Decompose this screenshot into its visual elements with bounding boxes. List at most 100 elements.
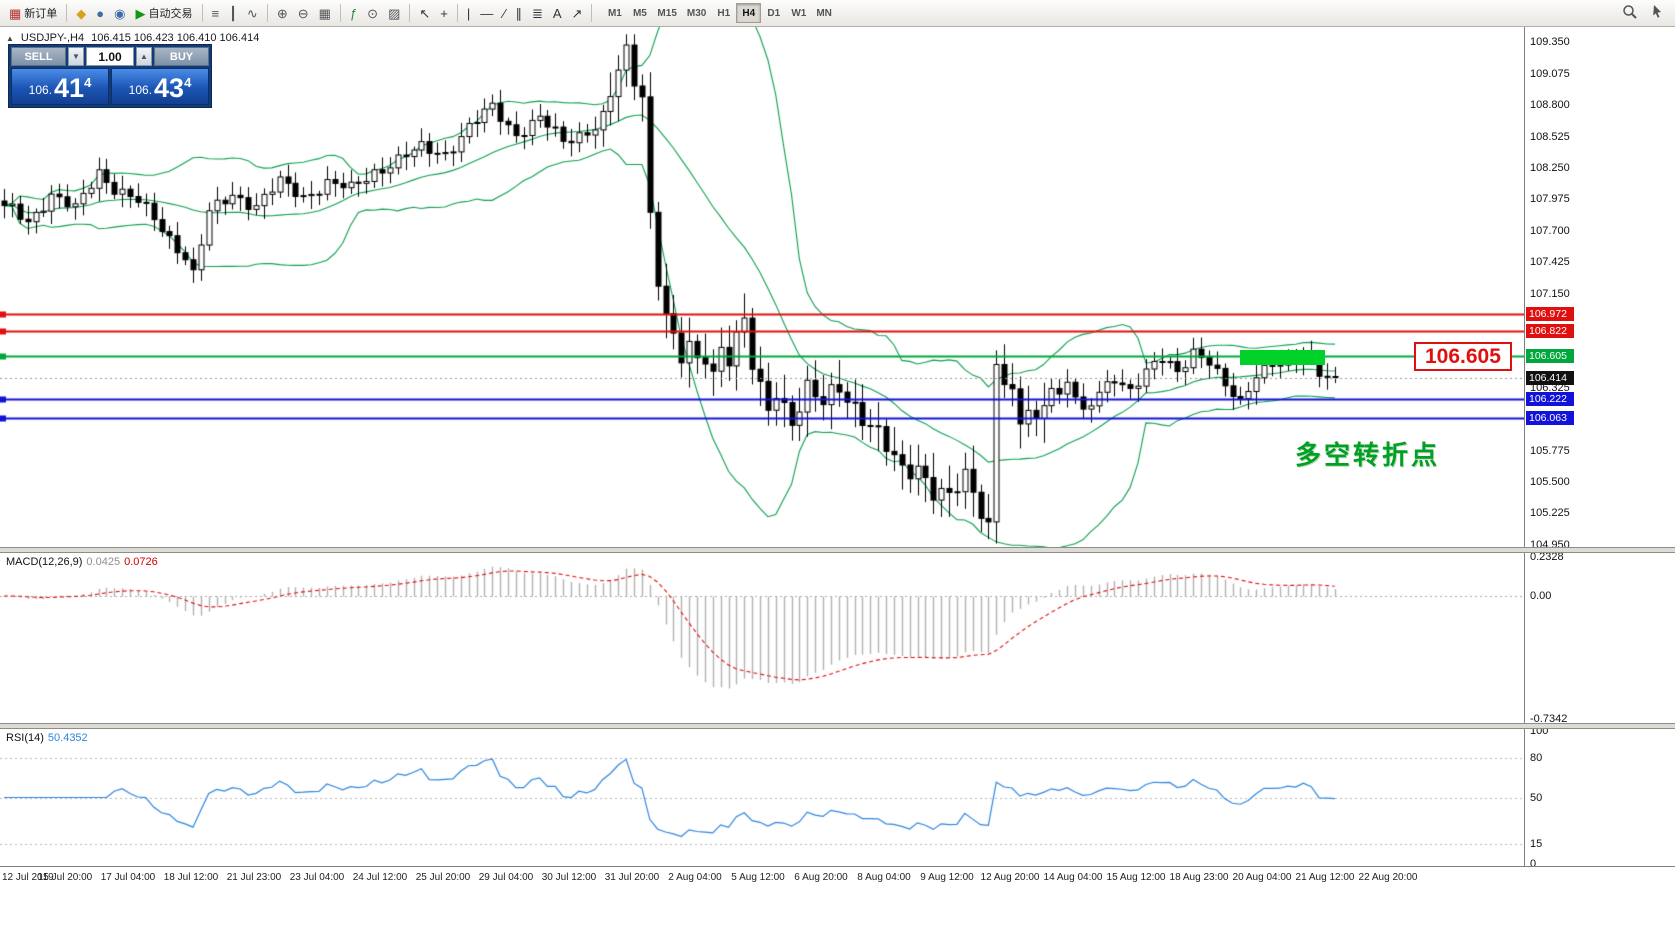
periods-button[interactable]: ⊙ (362, 2, 383, 24)
timeframe-d1-button[interactable]: D1 (761, 3, 786, 23)
buy-price-prefix: 106. (128, 83, 153, 97)
new-order-button-label: 新订单 (24, 8, 58, 20)
timeframe-h1-button[interactable]: H1 (711, 3, 736, 23)
toolbar-separator (66, 4, 68, 22)
rsi-axis-label: 80 (1530, 751, 1543, 764)
new-order-icon: ▦ (9, 5, 22, 21)
indicators-button[interactable]: ƒ (345, 2, 362, 24)
horizontal-line-icon: ― (480, 5, 494, 21)
pointer-icon (1650, 4, 1666, 23)
navigator-button[interactable]: ● (91, 2, 109, 24)
vertical-line-button[interactable]: | (462, 2, 475, 24)
text-button[interactable]: A (548, 2, 567, 24)
timeframe-m5-button[interactable]: M5 (627, 3, 652, 23)
price-tag: 106.414 (1526, 370, 1574, 385)
price-axis-label: 107.975 (1530, 193, 1570, 206)
time-axis-label: 23 Jul 04:00 (289, 872, 345, 883)
price-axis[interactable]: 109.350 109.075 108.800 108.525 108.250 107.9… (1524, 27, 1675, 892)
buy-price-display[interactable]: 106. 43 4 (111, 68, 209, 105)
horizontal-line-button[interactable]: ― (475, 2, 498, 24)
bar-chart-button[interactable]: ≡ (207, 2, 225, 24)
time-axis-label: 30 Jul 12:00 (541, 872, 597, 883)
time-axis-label: 20 Aug 04:00 (1232, 872, 1292, 883)
arrow-icon: ↗ (571, 5, 583, 21)
price-tag: 106.063 (1526, 410, 1574, 425)
fibonacci-button[interactable]: ≣ (527, 2, 548, 24)
market-watch-button[interactable]: ◆ (71, 2, 91, 24)
zoom-in-button[interactable]: ⊕ (272, 2, 293, 24)
time-axis-label: 25 Jul 20:00 (415, 872, 471, 883)
toolbar-separator (339, 4, 341, 22)
timeframe-m30-button[interactable]: M30 (682, 3, 711, 23)
price-callout-label[interactable]: 106.605 (1414, 341, 1512, 371)
sell-button[interactable]: SELL (11, 47, 66, 66)
time-axis-label: 17 Jul 04:00 (100, 872, 156, 883)
time-axis[interactable]: 12 Jul 2019 15 Jul 20:00 17 Jul 04:00 18 Ju… (0, 866, 1675, 892)
crosshair-icon: + (440, 5, 448, 21)
crosshair-button[interactable]: + (435, 2, 453, 24)
terminal-icon: ◉ (114, 5, 126, 21)
time-axis-label: 6 Aug 20:00 (794, 872, 848, 883)
channel-icon: ∥ (515, 5, 522, 21)
rsi-axis-label: 0 (1530, 858, 1537, 870)
search-button[interactable] (1617, 2, 1643, 24)
up-arrow-icon: ▲ (140, 51, 148, 61)
panel-separator[interactable] (0, 547, 1675, 553)
autotrading-button[interactable]: ▶ 自动交易 (131, 2, 198, 24)
zoom-out-button[interactable]: ⊖ (293, 2, 314, 24)
time-axis-label: 22 Aug 20:00 (1358, 872, 1418, 883)
chart-direction-icon: ▲ (6, 33, 14, 43)
new-order-button[interactable]: ▦ 新订单 (4, 2, 62, 24)
panel-separator[interactable] (0, 723, 1675, 729)
terminal-button[interactable]: ◉ (109, 2, 130, 24)
rsi-canvas[interactable] (0, 729, 1524, 866)
macd-axis-label: 0.00 (1530, 590, 1552, 602)
buy-button[interactable]: BUY (154, 47, 209, 66)
toolbar-right (1617, 0, 1671, 26)
timeframe-w1-button[interactable]: W1 (786, 3, 811, 23)
timeframe-h4-button[interactable]: H4 (736, 3, 762, 23)
macd-canvas[interactable] (0, 553, 1524, 723)
line-chart-button[interactable]: ∿ (242, 2, 263, 24)
periods-icon: ⊙ (367, 5, 379, 21)
timeframe-mn-button[interactable]: MN (811, 3, 837, 23)
cursor-button[interactable]: ↖ (414, 2, 435, 24)
volume-input[interactable] (86, 47, 134, 66)
symbol-period-label: USDJPY-,H4 (20, 32, 85, 44)
price-chart-canvas[interactable] (0, 27, 1524, 547)
timeframe-m1-button[interactable]: M1 (602, 3, 627, 23)
timeframe-m15-button[interactable]: M15 (652, 3, 681, 23)
time-axis-label: 2 Aug 04:00 (668, 872, 722, 883)
sell-price-big: 41 (54, 73, 85, 103)
volume-decrease-button[interactable]: ▼ (68, 47, 84, 66)
price-axis-label: 107.150 (1530, 287, 1570, 300)
fibonacci-icon: ≣ (531, 5, 543, 21)
candlestick-chart-button[interactable]: ┃ (224, 2, 242, 24)
channel-button[interactable]: ∥ (510, 2, 527, 24)
symbol-ohlc-header: ▲ USDJPY-,H4 106.415 106.423 106.410 106… (6, 32, 259, 44)
volume-increase-button[interactable]: ▲ (136, 47, 152, 66)
autotrading-button-label: 自动交易 (148, 8, 193, 20)
rsi-name: RSI(14) (6, 732, 44, 744)
trendline-button[interactable]: ∕ (498, 2, 510, 24)
arrows-button[interactable]: ↗ (567, 2, 588, 24)
toolbar-separator (201, 4, 203, 22)
toolbar-separator (266, 4, 268, 22)
tile-windows-icon: ▦ (318, 5, 331, 21)
search-icon (1622, 4, 1638, 23)
pointer-tool-button[interactable] (1645, 2, 1671, 24)
text-icon: A (552, 5, 562, 21)
time-axis-label: 5 Aug 12:00 (731, 872, 785, 883)
turning-point-annotation[interactable]: 多空转折点 (1295, 440, 1441, 470)
templates-button[interactable]: ▨ (383, 2, 405, 24)
tile-windows-button[interactable]: ▦ (314, 2, 336, 24)
down-arrow-icon: ▼ (72, 51, 80, 61)
price-axis-label: 106.325 (1530, 381, 1570, 394)
sell-price-display[interactable]: 106. 41 4 (11, 68, 109, 105)
toolbar-items: ▦ 新订单 ◆ ● ◉ ▶ 自动交易 ≡ ┃ ∿ ⊕ ⊖ ▦ ƒ ⊙ ▨ ↖ + | ― ∕ ∥ ≣ A ↗ (4, 0, 596, 26)
rsi-value: 50.4352 (47, 732, 88, 744)
time-axis-label: 18 Jul 12:00 (163, 872, 219, 883)
price-axis-label: 109.350 (1530, 36, 1570, 49)
highlight-box[interactable] (1240, 350, 1326, 365)
cursor-icon: ↖ (419, 5, 431, 21)
